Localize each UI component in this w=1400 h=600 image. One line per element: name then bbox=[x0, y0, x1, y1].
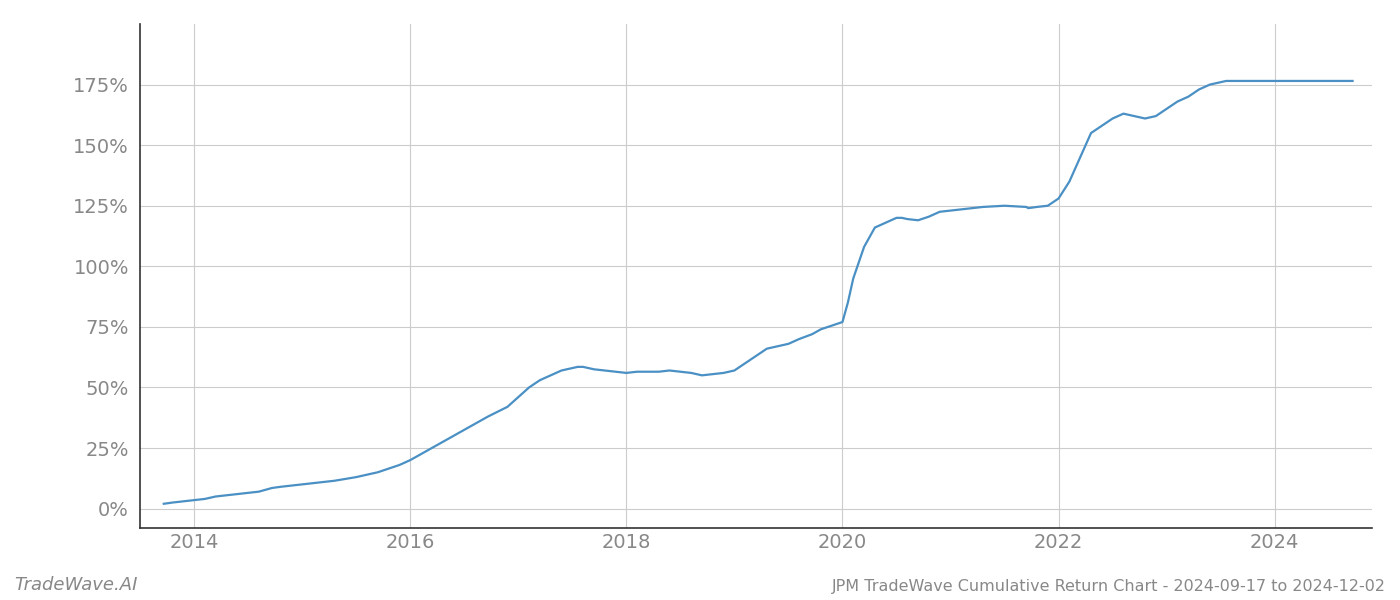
Text: JPM TradeWave Cumulative Return Chart - 2024-09-17 to 2024-12-02: JPM TradeWave Cumulative Return Chart - … bbox=[832, 579, 1386, 594]
Text: TradeWave.AI: TradeWave.AI bbox=[14, 576, 137, 594]
